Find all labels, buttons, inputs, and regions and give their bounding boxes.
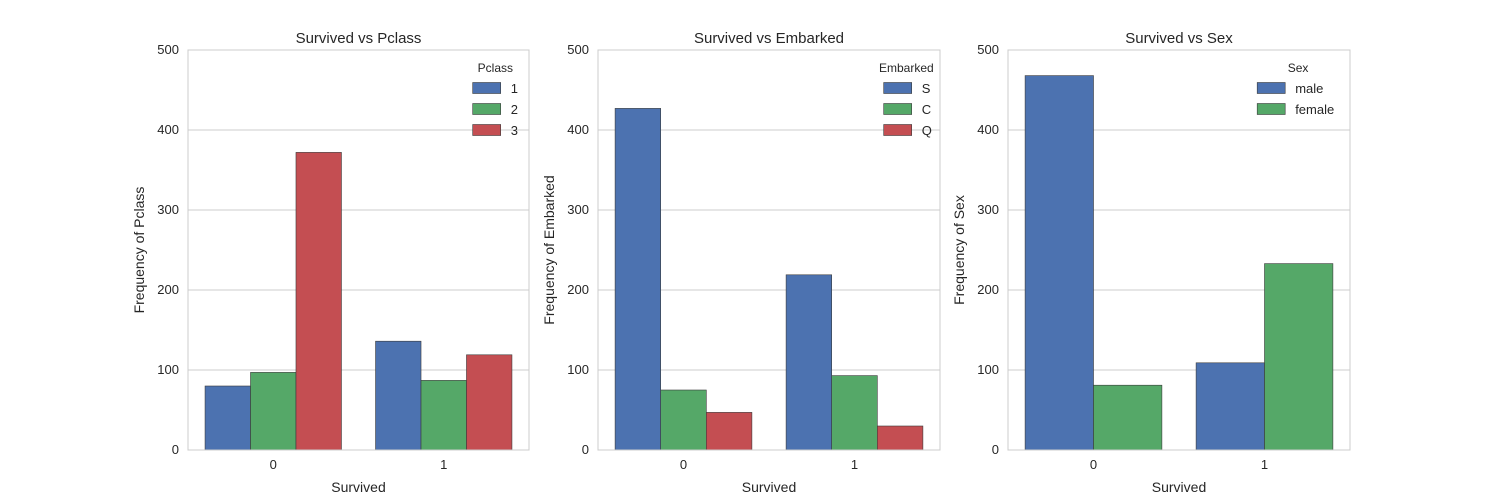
legend: Embarked SCQ bbox=[879, 61, 934, 138]
y-ticks: 0 100 200 300 400 500 bbox=[567, 42, 589, 457]
bar-1-0 bbox=[204, 385, 251, 451]
legend: Sex male female bbox=[1256, 61, 1334, 117]
bar-C-0 bbox=[660, 389, 707, 451]
bar-2-0 bbox=[250, 372, 297, 451]
bar-C-1 bbox=[831, 375, 878, 451]
plot-frame bbox=[187, 49, 530, 451]
x-tick-label: 1 bbox=[1261, 457, 1268, 472]
bar-female-0 bbox=[1093, 384, 1163, 451]
legend-label: 1 bbox=[511, 81, 518, 96]
bar-3-0 bbox=[295, 152, 342, 451]
y-tick-label: 500 bbox=[157, 42, 179, 57]
bars bbox=[1024, 75, 1334, 451]
legend-swatch bbox=[883, 103, 913, 115]
x-axis-label: Survived bbox=[742, 479, 796, 495]
plot-frame bbox=[597, 49, 941, 451]
legend-swatch bbox=[883, 124, 913, 136]
y-axis-label: Frequency of Pclass bbox=[131, 187, 147, 314]
legend-swatch bbox=[472, 124, 502, 136]
y-tick-label: 400 bbox=[157, 122, 179, 137]
y-tick-label: 300 bbox=[567, 202, 589, 217]
x-tick-label: 1 bbox=[440, 457, 447, 472]
bar-S-0 bbox=[614, 108, 661, 451]
legend-swatch bbox=[1256, 103, 1286, 115]
y-tick-label: 0 bbox=[582, 442, 589, 457]
legend-swatch bbox=[883, 82, 913, 94]
bar-1-1 bbox=[375, 340, 422, 451]
y-ticks: 0 100 200 300 400 500 bbox=[977, 42, 999, 457]
legend-title: Pclass bbox=[478, 61, 513, 75]
bar-Q-1 bbox=[876, 425, 924, 451]
legend-label: female bbox=[1295, 102, 1334, 117]
bar-male-1 bbox=[1195, 362, 1265, 451]
x-axis-label: Survived bbox=[1152, 479, 1206, 495]
y-tick-label: 400 bbox=[977, 122, 999, 137]
bar-female-1 bbox=[1264, 263, 1334, 451]
legend-swatch bbox=[472, 82, 502, 94]
y-axis-label: Frequency of Embarked bbox=[541, 175, 557, 324]
legend-label: C bbox=[922, 102, 931, 117]
chart-title: Survived vs Sex bbox=[1125, 30, 1233, 47]
bar-3-1 bbox=[466, 354, 513, 451]
plot-frame bbox=[1007, 49, 1351, 451]
legend-label: 2 bbox=[511, 102, 518, 117]
bar-S-1 bbox=[785, 274, 832, 451]
y-tick-label: 500 bbox=[977, 42, 999, 57]
bars bbox=[204, 152, 513, 451]
y-tick-label: 0 bbox=[992, 442, 999, 457]
x-tick-label: 0 bbox=[270, 457, 277, 472]
x-tick-label: 0 bbox=[1090, 457, 1097, 472]
legend-label: 3 bbox=[511, 123, 518, 138]
x-tick-label: 1 bbox=[851, 457, 858, 472]
y-tick-label: 300 bbox=[977, 202, 999, 217]
legend-swatch bbox=[1256, 82, 1286, 94]
legend-label: Q bbox=[922, 123, 932, 138]
legend-swatch bbox=[472, 103, 502, 115]
y-axis-label: Frequency of Sex bbox=[951, 195, 967, 305]
y-tick-label: 200 bbox=[977, 282, 999, 297]
y-tick-label: 0 bbox=[172, 442, 179, 457]
chart-title: Survived vs Pclass bbox=[296, 30, 422, 47]
bar-male-0 bbox=[1024, 75, 1094, 451]
bar-Q-0 bbox=[705, 412, 753, 451]
bar-2-1 bbox=[420, 380, 467, 451]
y-tick-label: 200 bbox=[157, 282, 179, 297]
legend-label: male bbox=[1295, 81, 1323, 96]
y-tick-label: 100 bbox=[567, 362, 589, 377]
y-tick-label: 100 bbox=[977, 362, 999, 377]
y-tick-label: 300 bbox=[157, 202, 179, 217]
legend-title: Embarked bbox=[879, 61, 934, 75]
y-tick-label: 500 bbox=[567, 42, 589, 57]
y-tick-label: 400 bbox=[567, 122, 589, 137]
x-tick-label: 0 bbox=[680, 457, 687, 472]
chart-title: Survived vs Embarked bbox=[694, 30, 844, 47]
y-tick-label: 200 bbox=[567, 282, 589, 297]
legend-label: S bbox=[922, 81, 931, 96]
legend: Pclass 1 2 3 bbox=[472, 61, 518, 138]
legend-title: Sex bbox=[1288, 61, 1309, 75]
y-tick-label: 100 bbox=[157, 362, 179, 377]
x-axis-label: Survived bbox=[331, 479, 385, 495]
y-ticks: 0 100 200 300 400 500 bbox=[157, 42, 179, 457]
